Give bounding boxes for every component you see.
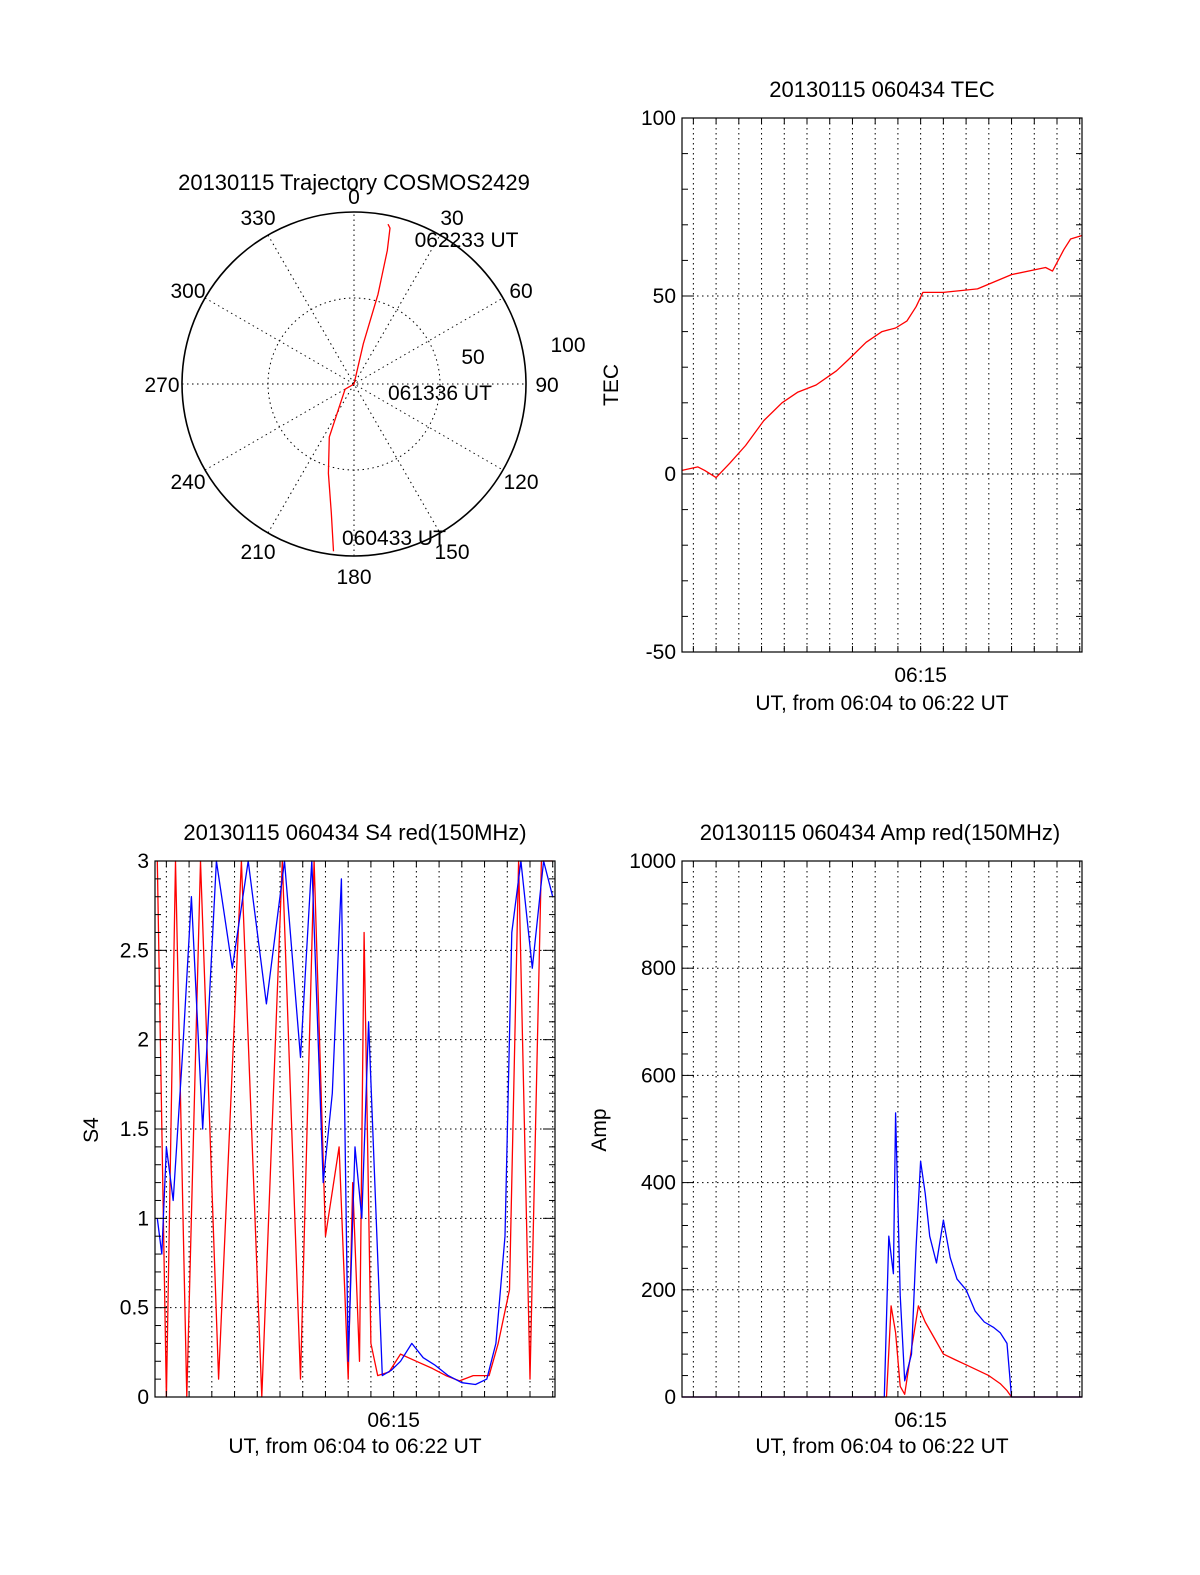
x-tick-label: 06:15 [367, 1409, 420, 1432]
series-line-0 [682, 1305, 1082, 1398]
x-tick-label: 06:15 [894, 1409, 947, 1432]
amp-ylabel: Amp [588, 1108, 611, 1151]
y-tick-label: 800 [641, 957, 676, 980]
polar-trajectory-panel: 20130115 Trajectory COSMOS2429 0 30 60 90 12… [144, 170, 585, 589]
s4-series [156, 860, 554, 1398]
polar-radius-label-100: 100 [550, 334, 585, 357]
polar-azimuth-label: 270 [144, 374, 179, 397]
polar-trajectory-line [327, 223, 391, 552]
amp-y-ticks: 0 200 400 600 800 1000 [629, 850, 1082, 1409]
amp-panel: 20130115 060434 Amp red(150MHz) 0 200 400 6… [588, 820, 1083, 1458]
s4-y-ticks: 0 0.5 1 1.5 2 2.5 3 [120, 850, 555, 1409]
polar-azimuth-labels: 0 30 60 90 120 150 180 210 240 270 300 330 [144, 186, 558, 589]
y-tick-label: 0.5 [120, 1297, 149, 1320]
polar-azimuth-label: 180 [336, 566, 371, 589]
polar-azimuth-label: 300 [170, 280, 205, 303]
polar-azimuth-label: 30 [440, 207, 463, 230]
polar-azimuth-label: 60 [509, 280, 532, 303]
y-tick-label: 400 [641, 1172, 676, 1195]
tec-ylabel: TEC [600, 364, 623, 406]
amp-xlabel: UT, from 06:04 to 06:22 UT [755, 1435, 1008, 1458]
tec-y-ticks: -50 0 50 100 [641, 107, 1082, 664]
polar-ring-50 [267, 297, 441, 471]
polar-azimuth-label: 0 [348, 186, 360, 209]
tec-panel: 20130115 060434 TEC -50 0 50 100 06:15 UT, … [600, 77, 1083, 715]
polar-radius-label-50: 50 [461, 346, 484, 369]
s4-xlabel: UT, from 06:04 to 06:22 UT [228, 1435, 481, 1458]
polar-azimuth-label: 150 [434, 541, 469, 564]
tec-x-ticks: 06:15 [692, 118, 1081, 687]
y-tick-label: 1000 [629, 850, 676, 873]
amp-grid [682, 861, 1082, 1397]
x-tick-label: 06:15 [894, 664, 947, 687]
s4-panel: 20130115 060434 S4 red(150MHz) 0 0.5 1 1.5 2… [80, 820, 556, 1458]
tec-grid [682, 118, 1082, 652]
tec-title: 20130115 060434 TEC [769, 77, 995, 102]
s4-title: 20130115 060434 S4 red(150MHz) [183, 820, 526, 845]
y-tick-label: 600 [641, 1064, 676, 1087]
tec-xlabel: UT, from 06:04 to 06:22 UT [755, 692, 1008, 715]
tec-series [681, 234, 1083, 479]
amp-title: 20130115 060434 Amp red(150MHz) [700, 820, 1060, 845]
series-line-1 [156, 860, 554, 1386]
trajectory-label-mid: 061336 UT [388, 382, 492, 405]
y-tick-label: 3 [137, 850, 149, 873]
polar-azimuth-label: 90 [535, 374, 558, 397]
amp-series [682, 1112, 1082, 1398]
series-line-0 [681, 234, 1083, 479]
y-tick-label: 200 [641, 1279, 676, 1302]
trajectory-label-start: 060433 UT [342, 527, 446, 550]
s4-x-ticks: 06:15 [165, 861, 554, 1432]
y-tick-label: 0 [137, 1386, 149, 1409]
trajectory-label-end: 062233 UT [415, 229, 519, 252]
polar-azimuth-label: 240 [170, 471, 205, 494]
s4-grid [155, 861, 555, 1397]
series-line-1 [682, 1112, 1082, 1398]
y-tick-label: 0 [664, 1386, 676, 1409]
polar-azimuth-label: 210 [240, 541, 275, 564]
y-tick-label: -50 [646, 641, 676, 664]
y-tick-label: 2 [137, 1029, 149, 1052]
polar-grid [181, 211, 527, 557]
y-tick-label: 50 [653, 285, 676, 308]
polar-azimuth-label: 120 [503, 471, 538, 494]
y-tick-label: 100 [641, 107, 676, 130]
y-tick-label: 1 [137, 1207, 149, 1230]
amp-x-ticks: 06:15 [692, 861, 1081, 1432]
s4-ylabel: S4 [80, 1117, 103, 1143]
polar-azimuth-label: 330 [240, 207, 275, 230]
tec-frame [681, 117, 1083, 653]
y-tick-label: 2.5 [120, 939, 149, 962]
y-tick-label: 0 [664, 463, 676, 486]
amp-frame [681, 860, 1083, 1398]
y-tick-label: 1.5 [120, 1118, 149, 1141]
series-line-0 [156, 860, 553, 1398]
polar-title: 20130115 Trajectory COSMOS2429 [178, 170, 530, 195]
